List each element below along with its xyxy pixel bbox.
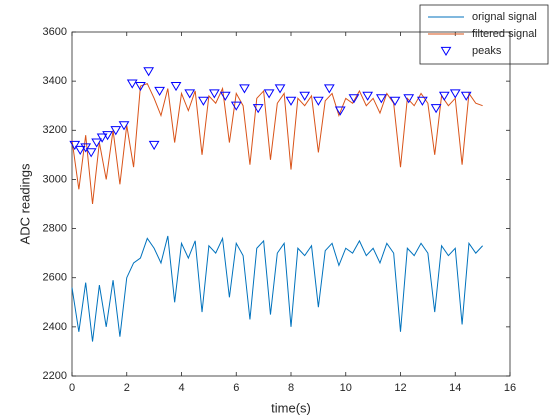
x-tick-label: 2 xyxy=(124,382,130,394)
peak-marker xyxy=(110,126,122,136)
peak-marker xyxy=(299,91,311,101)
peak-marker xyxy=(170,81,182,92)
legend-label: orignal signal xyxy=(472,11,537,23)
peak-marker xyxy=(208,89,220,99)
peak-marker xyxy=(389,96,401,106)
peak-marker xyxy=(198,96,209,106)
peak-marker xyxy=(96,133,108,143)
y-tick-label: 3600 xyxy=(43,26,67,38)
x-tick-label: 8 xyxy=(288,382,294,394)
peak-marker xyxy=(148,140,160,151)
peak-marker xyxy=(403,94,415,104)
y-tick-label: 2800 xyxy=(43,222,67,234)
y-tick-label: 3400 xyxy=(43,75,67,87)
peak-marker xyxy=(449,89,461,99)
peak-marker xyxy=(263,89,275,99)
peak-marker xyxy=(375,94,387,104)
peak-marker xyxy=(323,84,335,94)
peak-marker xyxy=(69,140,81,151)
peak-marker xyxy=(74,145,86,155)
legend-label: filtered signal xyxy=(472,28,537,40)
x-tick-label: 0 xyxy=(69,382,75,394)
peak-marker xyxy=(362,91,374,101)
peak-marker xyxy=(118,121,130,131)
peak-marker xyxy=(102,131,113,141)
peak-marker xyxy=(126,79,138,89)
y-axis-label: ADC readings xyxy=(17,163,32,244)
legend-label: peaks xyxy=(472,45,502,57)
peak-marker xyxy=(430,104,442,114)
peak-marker xyxy=(230,101,242,111)
peak-marker xyxy=(348,94,360,104)
signal-line xyxy=(71,235,483,342)
peak-marker xyxy=(91,138,103,148)
peak-marker xyxy=(239,84,250,94)
peak-marker xyxy=(285,96,297,106)
peak-marker xyxy=(417,96,428,106)
peak-marker xyxy=(154,86,165,97)
peak-marker xyxy=(143,67,155,77)
peak-marker xyxy=(219,91,231,101)
peak-marker xyxy=(85,148,97,158)
x-tick-label: 10 xyxy=(340,382,352,394)
peak-marker xyxy=(252,104,264,114)
x-tick-label: 4 xyxy=(178,382,184,394)
peak-marker xyxy=(80,143,92,153)
legend-box xyxy=(419,4,549,65)
x-tick-label: 6 xyxy=(233,382,239,394)
x-tick-label: 16 xyxy=(504,382,516,394)
y-tick-label: 2200 xyxy=(43,370,67,382)
peak-marker xyxy=(135,81,146,92)
y-tick-label: 2600 xyxy=(43,272,67,284)
y-tick-label: 2400 xyxy=(43,321,67,333)
peak-marker xyxy=(438,91,450,101)
x-tick-label: 14 xyxy=(449,382,461,394)
y-tick-label: 3200 xyxy=(43,124,67,136)
peak-marker xyxy=(334,106,346,116)
peak-marker xyxy=(274,84,286,94)
peak-marker xyxy=(460,91,472,101)
peak-marker xyxy=(313,96,324,106)
signal-line xyxy=(71,82,483,205)
peak-marker xyxy=(184,89,196,99)
y-tick-label: 3000 xyxy=(43,173,67,185)
x-tick-label: 12 xyxy=(394,382,406,394)
legend-marker xyxy=(440,46,452,57)
x-axis-label: time(s) xyxy=(271,400,311,415)
